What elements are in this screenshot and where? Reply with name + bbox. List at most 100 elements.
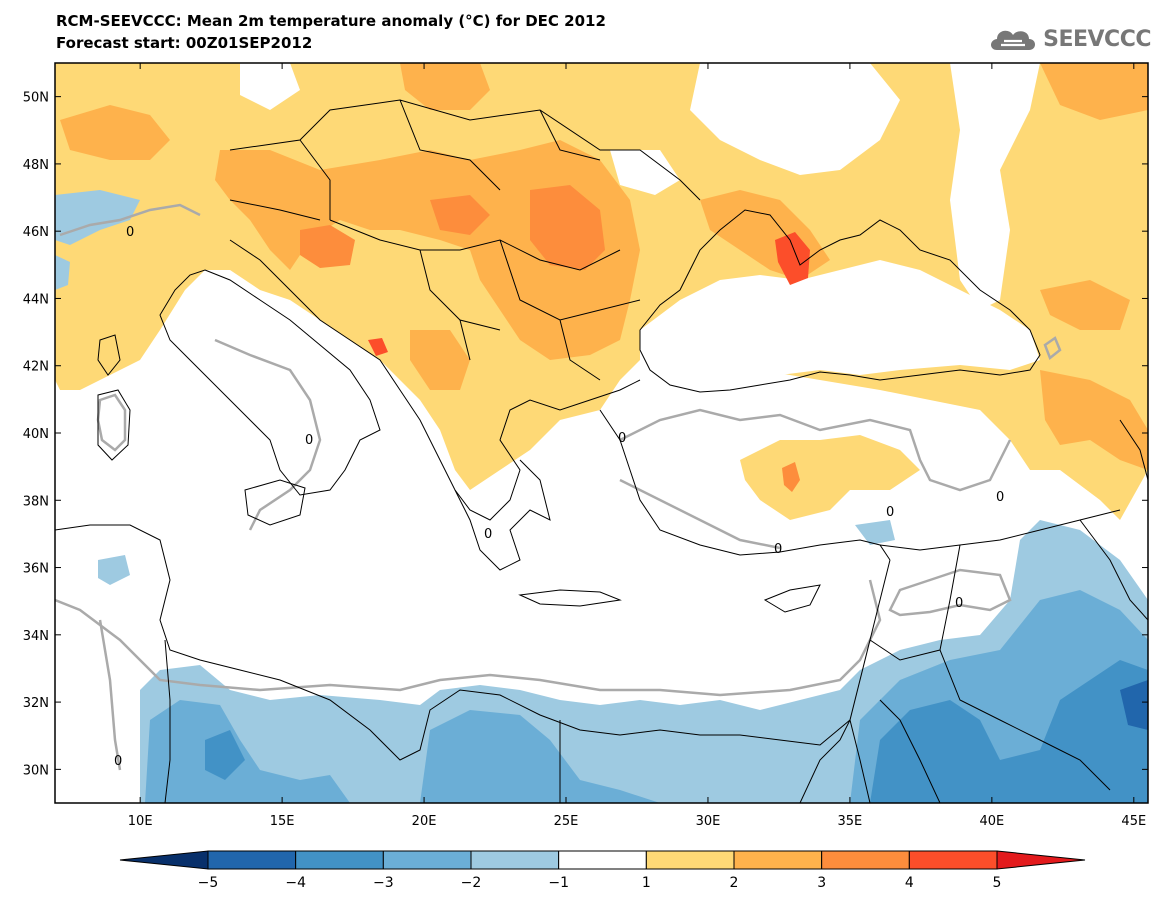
cool3-field-arabia xyxy=(870,660,1148,803)
black-sea-neutral xyxy=(640,260,1040,390)
coastline-caspian-area xyxy=(1119,419,1148,481)
colorbar-label: −1 xyxy=(548,875,569,891)
contour-label: 0 xyxy=(774,542,782,557)
longitude-axis: 10E 15E 20E 25E 30E 35E 40E 45E xyxy=(128,63,1146,829)
colorbar-label: 1 xyxy=(642,875,651,891)
colorbar-segment xyxy=(645,850,735,870)
coastline-red-sea xyxy=(799,718,871,803)
coastline-black-sea xyxy=(639,209,1041,393)
colorbar-segment xyxy=(295,850,384,870)
lat-tick-label: 42N xyxy=(23,360,49,375)
contour-label: 0 xyxy=(886,505,894,520)
colorbar-label: 3 xyxy=(817,875,826,891)
zero-contours xyxy=(55,203,1062,771)
lat-tick-label: 36N xyxy=(23,562,49,577)
colorbar-segment xyxy=(733,850,823,870)
lon-tick-label: 20E xyxy=(412,814,437,829)
forecast-start-subtitle: Forecast start: 00Z01SEP2012 xyxy=(56,34,313,52)
coastline-crete xyxy=(518,589,622,607)
neutral-gap-east xyxy=(950,63,1040,310)
lat-tick-label: 50N xyxy=(23,91,49,106)
contour-label: 0 xyxy=(126,225,134,240)
cool-field-libya xyxy=(98,555,130,585)
seevccc-logo: SEEVCCC xyxy=(987,22,1151,56)
anomaly-fields: 0 0 0 0 0 0 0 0 0 xyxy=(55,63,1148,803)
zero-contour-turkey-south xyxy=(619,478,781,550)
warm4-field-adriatic xyxy=(368,338,388,356)
colorbar-segment xyxy=(821,850,910,870)
coastline-italy xyxy=(159,269,381,496)
lon-tick-label: 40E xyxy=(979,814,1004,829)
cool2-field-egypt xyxy=(420,710,660,803)
contour-label: 0 xyxy=(114,754,122,769)
logo-text: SEEVCCC xyxy=(1043,26,1151,52)
zero-contour-italy xyxy=(214,338,322,531)
zero-contour-africa xyxy=(55,579,882,697)
colorbar-label: −2 xyxy=(461,875,482,891)
coastline-africa xyxy=(55,524,851,761)
warm2-field-east xyxy=(1040,280,1130,330)
coastline-turkey-south xyxy=(599,409,891,561)
colorbar-segment xyxy=(470,850,560,870)
neutral-gap-north xyxy=(240,63,300,110)
cool2-field-libya xyxy=(145,700,350,803)
lon-tick-label: 35E xyxy=(838,814,863,829)
cool-field-turkey-se xyxy=(855,520,895,545)
colorbar-label: 2 xyxy=(730,875,739,891)
warm2-field-ne xyxy=(1040,63,1148,120)
zero-contour-west xyxy=(59,203,201,237)
cool4-field-iraq xyxy=(1120,680,1148,730)
warm3-field-croatia xyxy=(300,225,355,268)
border-lines-europe xyxy=(229,99,701,381)
neutral-gap-moldova xyxy=(610,150,680,195)
warm2-field-north xyxy=(400,63,490,110)
colorbar-segment xyxy=(908,850,998,870)
contour-label: 0 xyxy=(618,431,626,446)
colorbar-label: −4 xyxy=(285,875,306,891)
cool-field-west2 xyxy=(55,255,70,290)
latitude-axis: 30N 32N 34N 36N 38N 40N 42N 44N 46N 48N 50N xyxy=(23,91,1148,778)
lon-tick-label: 25E xyxy=(554,814,579,829)
map-title: RCM-SEEVCCC: Mean 2m temperature anomaly… xyxy=(56,12,606,30)
warm-field-caucasus xyxy=(1040,370,1148,470)
lon-tick-label: 10E xyxy=(128,814,153,829)
zero-contour-black-sea xyxy=(1043,336,1062,361)
colorbar-label: −3 xyxy=(373,875,394,891)
lon-tick-label: 45E xyxy=(1121,814,1146,829)
lon-tick-label: 15E xyxy=(270,814,295,829)
coastline-greece xyxy=(454,459,551,571)
lat-tick-label: 46N xyxy=(23,225,49,240)
zero-contour-sardinia xyxy=(96,393,127,452)
cool-field-west xyxy=(55,190,140,245)
contour-label: 0 xyxy=(955,596,963,611)
lat-tick-label: 30N xyxy=(23,763,49,778)
neutral-gap-ukraine xyxy=(690,63,900,175)
colorbar: −5 −4 −3 −2 −1 1 2 3 4 5 xyxy=(119,850,1086,891)
lat-tick-label: 34N xyxy=(23,629,49,644)
zero-contour-syria xyxy=(888,568,1012,617)
coastline-cyprus xyxy=(763,584,821,613)
colorbar-label: 5 xyxy=(993,875,1002,891)
colorbar-segment xyxy=(558,850,647,870)
warm4-field-crimea xyxy=(775,232,810,285)
coastline-sicily xyxy=(244,479,306,526)
coastlines-borders xyxy=(55,99,1148,803)
colorbar-label: −5 xyxy=(198,875,219,891)
zero-contour-anatolia xyxy=(619,408,1012,492)
coastline-corsica xyxy=(97,334,121,376)
contour-label: 0 xyxy=(305,433,313,448)
coastline-balkans xyxy=(229,239,641,521)
contour-label: 0 xyxy=(996,490,1004,505)
colorbar-segment xyxy=(382,850,472,870)
contour-label: 0 xyxy=(484,527,492,542)
cool3-field-libya xyxy=(205,730,245,780)
zero-contour-libya-west xyxy=(98,619,122,771)
border-lines-middle-east xyxy=(869,509,1148,803)
lat-tick-label: 32N xyxy=(23,696,49,711)
lon-tick-label: 30E xyxy=(696,814,721,829)
warm2-field-nw xyxy=(60,105,170,160)
warm3-field-anatolia xyxy=(782,462,800,492)
lat-tick-label: 44N xyxy=(23,292,49,307)
warm2-field-balkans xyxy=(410,330,470,390)
